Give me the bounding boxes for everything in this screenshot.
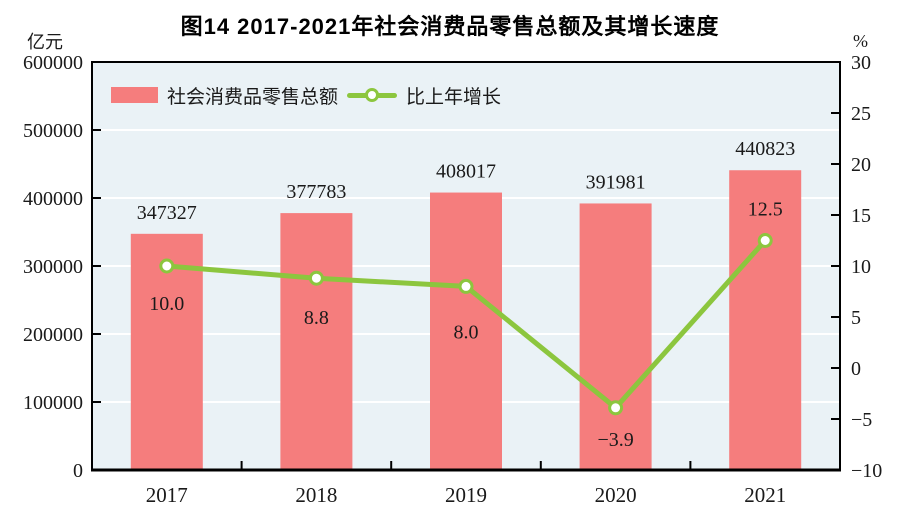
left-axis-label: 400000 xyxy=(23,188,83,210)
right-axis-label: 20 xyxy=(851,154,871,176)
line-value-label: 8.0 xyxy=(454,321,479,343)
right-axis-label: 10 xyxy=(851,256,871,278)
right-axis-unit-label: % xyxy=(853,31,868,51)
left-axis-label: 600000 xyxy=(23,52,83,74)
bar-value-label: 391981 xyxy=(586,171,646,193)
x-category-label: 2019 xyxy=(445,483,487,507)
x-category-label: 2018 xyxy=(295,483,337,507)
legend-line-marker-icon xyxy=(365,88,380,102)
line-value-label: 8.8 xyxy=(304,307,329,329)
bar-value-label: 377783 xyxy=(286,181,346,203)
bar-2019 xyxy=(430,192,502,470)
left-axis-label: 300000 xyxy=(23,256,83,278)
line-marker-2021 xyxy=(757,233,773,248)
legend: 社会消费品零售总额 比上年增长 xyxy=(111,84,502,108)
left-axis-label: 500000 xyxy=(23,120,83,142)
x-category-label: 2021 xyxy=(744,483,786,507)
right-axis-label: 15 xyxy=(851,205,871,227)
right-axis-label: −5 xyxy=(851,409,872,431)
left-axis-unit-label: 亿元 xyxy=(27,32,63,52)
right-axis-label: 30 xyxy=(851,52,871,74)
chart-title: 图14 2017-2021年社会消费品零售总额及其增长速度 xyxy=(180,14,720,39)
bar-value-label: 347327 xyxy=(137,202,197,224)
right-axis-label: 5 xyxy=(851,307,861,329)
legend-line-label: 比上年增长 xyxy=(406,86,502,108)
bar-2020 xyxy=(579,203,652,470)
bar-2018 xyxy=(280,213,353,471)
line-value-label: 12.5 xyxy=(748,199,783,221)
x-category-label: 2017 xyxy=(146,483,188,507)
legend-line-swatch xyxy=(347,86,398,104)
legend-bar-swatch xyxy=(111,87,158,103)
right-axis-label: −10 xyxy=(851,460,882,482)
bar-2021 xyxy=(729,170,802,470)
left-axis-label: 100000 xyxy=(23,392,83,414)
line-marker-2017 xyxy=(159,258,175,274)
right-axis-label: 0 xyxy=(851,358,861,380)
line-value-label: 10.0 xyxy=(149,293,184,315)
line-marker-2019 xyxy=(458,278,474,294)
legend-bar-label: 社会消费品零售总额 xyxy=(167,86,339,108)
x-category-label: 2020 xyxy=(595,483,637,507)
right-axis-label: 25 xyxy=(851,103,871,125)
line-value-label: −3.9 xyxy=(597,429,633,451)
bar-value-label: 440823 xyxy=(735,138,795,160)
line-marker-2018 xyxy=(308,270,324,286)
left-axis-label: 0 xyxy=(73,460,83,482)
left-axis-label: 200000 xyxy=(23,324,83,346)
line-marker-2020 xyxy=(608,400,624,416)
bar-value-label: 408017 xyxy=(436,161,496,183)
